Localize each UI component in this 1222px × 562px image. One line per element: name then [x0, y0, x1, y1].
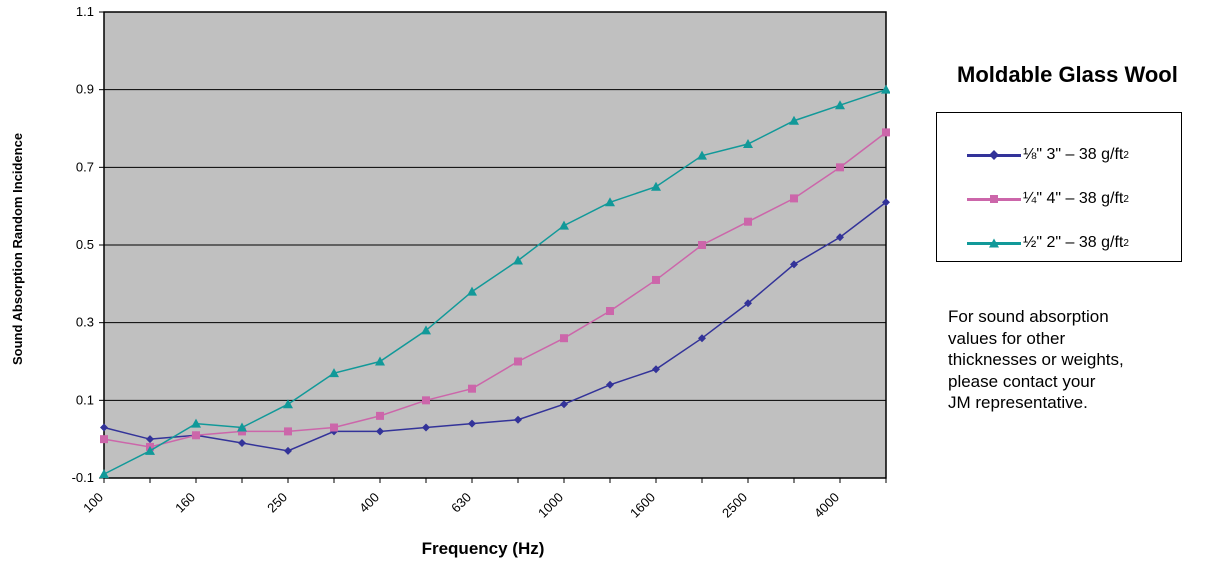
data-point-triangle — [329, 368, 339, 378]
legend-marker-triangle — [989, 238, 999, 248]
legend-title: Moldable Glass Wool — [957, 62, 1178, 87]
data-point-square — [468, 384, 476, 393]
data-point-diamond — [790, 260, 798, 269]
data-point-diamond — [698, 334, 706, 343]
legend-label-rest-3: 2" – 38 g/ft — [1046, 234, 1124, 251]
data-point-diamond — [836, 233, 844, 242]
data-point-diamond — [652, 365, 660, 374]
data-point-diamond — [284, 446, 292, 455]
contact-note: For sound absorption values for other th… — [948, 306, 1198, 414]
x-tick-label: 630 — [448, 490, 474, 516]
data-point-triangle — [513, 255, 523, 265]
x-tick-label: 2500 — [719, 490, 750, 521]
x-axis-title: Frequency (Hz) — [422, 539, 545, 558]
y-tick-label: -0.1 — [72, 470, 94, 485]
data-point-square — [100, 435, 108, 444]
note-line: JM representative. — [948, 393, 1088, 412]
x-tick-label: 400 — [356, 490, 382, 516]
data-point-square — [330, 423, 338, 432]
x-tick-label: 250 — [264, 490, 290, 516]
plot-border — [103, 11, 887, 479]
note-line: For sound absorption — [948, 307, 1109, 326]
data-point-triangle — [743, 139, 753, 149]
data-point-triangle — [835, 100, 845, 110]
data-point-square — [422, 396, 430, 405]
data-point-diamond — [146, 435, 154, 444]
data-point-triangle — [145, 445, 155, 455]
legend-marker-diamond — [989, 150, 999, 160]
note-line: values for other — [948, 328, 1066, 348]
data-point-triangle — [99, 469, 109, 479]
data-point-square — [882, 128, 890, 137]
data-point-square — [744, 217, 752, 226]
data-point-triangle — [421, 325, 431, 335]
legend-label-sup-3: 2 — [1123, 237, 1129, 249]
legend: ⅛" 3" – 38 g/ft 2 ¼" 4" – 38 g/ft 2 ½" 2" … — [936, 112, 1182, 262]
data-point-triangle — [605, 197, 615, 207]
x-tick-label: 1000 — [535, 490, 566, 521]
series-line-3 — [103, 88, 887, 475]
data-point-diamond — [882, 198, 890, 207]
legend-swatch-series-1 — [967, 150, 1021, 160]
series-line-2 — [103, 131, 887, 448]
x-tick-label: 100 — [80, 490, 106, 516]
data-point-triangle — [697, 150, 707, 160]
data-point-triangle — [559, 220, 569, 230]
legend-marker-square — [990, 195, 998, 203]
data-point-triangle — [651, 181, 661, 191]
y-tick-label: 0.5 — [76, 237, 94, 252]
legend-label-sup-1: 2 — [1123, 149, 1129, 161]
legend-label-frac-1: ⅛" — [1023, 146, 1043, 163]
data-point-diamond — [744, 299, 752, 308]
x-tick-label: 4000 — [811, 490, 842, 521]
data-point-triangle — [191, 418, 201, 428]
legend-swatch-series-2 — [967, 195, 1021, 203]
data-point-square — [606, 307, 614, 316]
data-point-square — [514, 357, 522, 366]
data-point-square — [284, 427, 292, 436]
y-tick-label: 1.1 — [76, 4, 94, 19]
data-point-square — [192, 431, 200, 440]
legend-label-sup-2: 2 — [1123, 193, 1129, 205]
legend-item-series-1: ⅛" 3" – 38 g/ft 2 — [967, 145, 1129, 165]
data-point-diamond — [560, 400, 568, 409]
data-point-diamond — [514, 415, 522, 424]
y-tick-label: 0.7 — [76, 159, 94, 174]
data-point-square — [652, 275, 660, 284]
chart: 1.1 0.9 0.7 0.5 0.3 0.1 -0.1 100 160 250 400 630 100… — [10, 4, 890, 558]
data-point-diamond — [468, 419, 476, 428]
legend-label-frac-2: ¼" — [1023, 190, 1043, 207]
data-point-square — [376, 411, 384, 420]
data-point-diamond — [606, 380, 614, 389]
data-point-triangle — [881, 84, 890, 94]
series-line-1 — [103, 201, 887, 452]
data-point-triangle — [283, 399, 293, 409]
data-point-triangle — [237, 422, 247, 432]
data-point-square — [560, 334, 568, 343]
y-axis-title: Sound Absorption Random Incidence — [10, 133, 25, 365]
data-point-diamond — [422, 423, 430, 432]
legend-item-series-2: ¼" 4" – 38 g/ft 2 — [967, 189, 1129, 209]
legend-swatch-series-3 — [967, 238, 1021, 248]
x-tick-label: 1600 — [627, 490, 658, 521]
data-point-triangle — [375, 356, 385, 366]
data-point-square — [836, 163, 844, 172]
note-line: thicknesses or weights, — [948, 350, 1124, 369]
legend-label-rest-1: 3" – 38 g/ft — [1046, 146, 1124, 163]
data-point-diamond — [238, 439, 246, 448]
data-point-triangle — [467, 286, 477, 296]
legend-item-series-3: ½" 2" – 38 g/ft 2 — [967, 233, 1129, 253]
data-point-diamond — [100, 423, 108, 432]
data-point-square — [698, 241, 706, 249]
legend-label-rest-2: 4" – 38 g/ft — [1046, 190, 1124, 207]
x-tick-label: 160 — [172, 490, 198, 516]
data-point-square — [790, 194, 798, 203]
data-point-triangle — [789, 115, 799, 125]
y-tick-label: 0.1 — [76, 392, 94, 407]
note-line: please contact your — [948, 371, 1096, 391]
y-tick-label: 0.9 — [76, 82, 94, 97]
legend-label-frac-3: ½" — [1023, 234, 1043, 251]
y-tick-label: 0.3 — [76, 315, 94, 330]
data-point-diamond — [376, 427, 384, 436]
